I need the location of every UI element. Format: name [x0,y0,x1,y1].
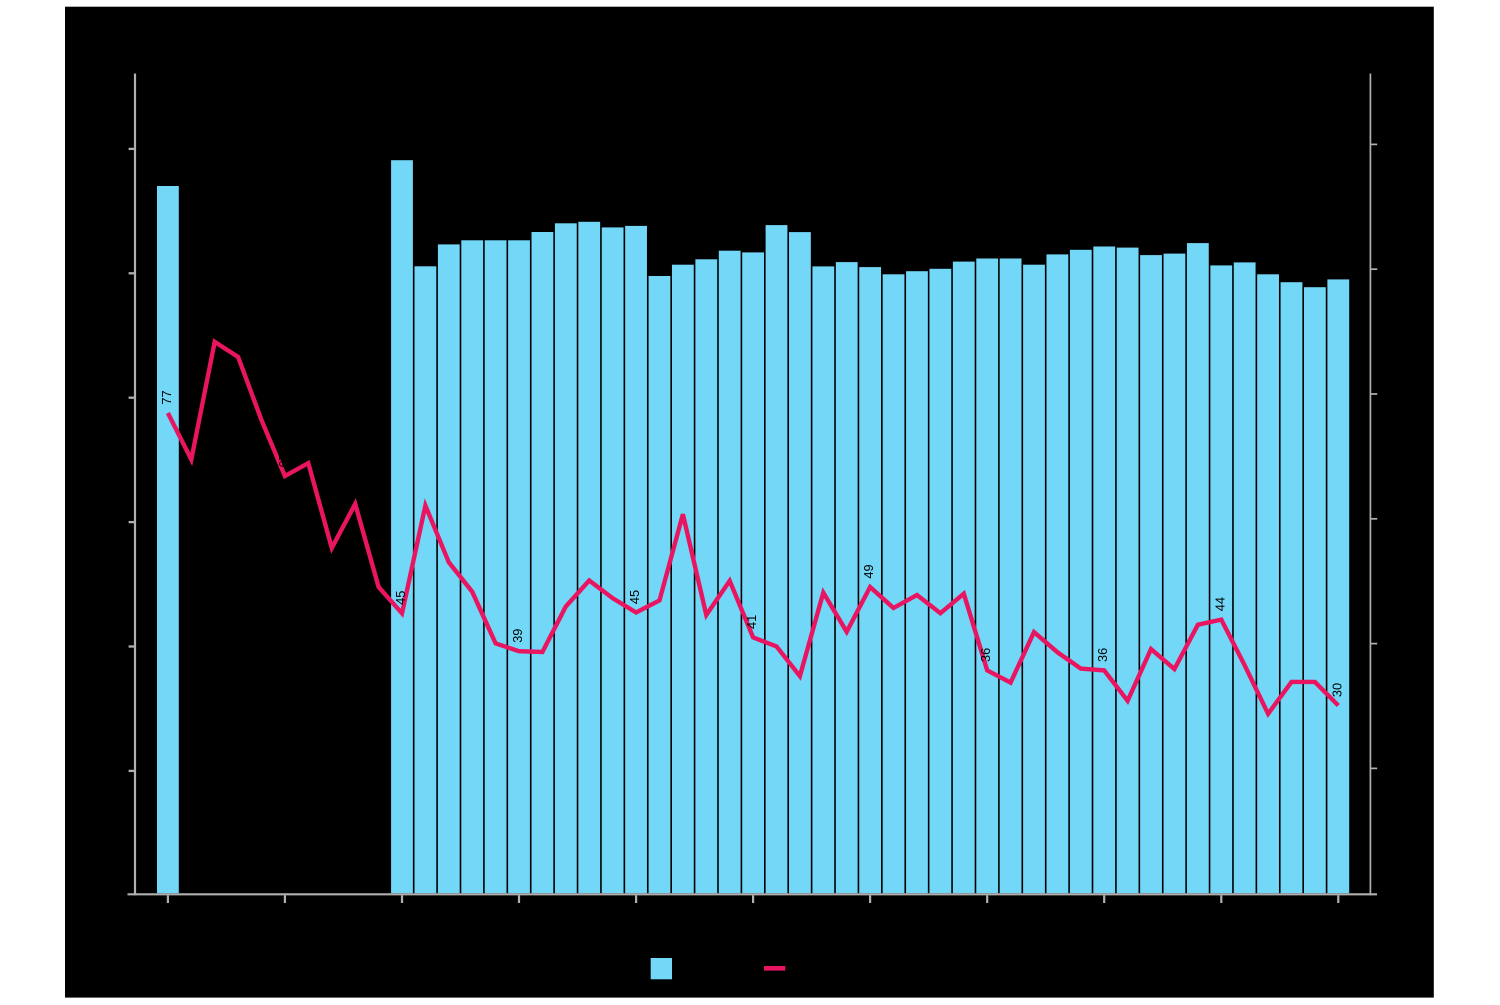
svg-text:36: 36 [1095,648,1110,662]
svg-text:45: 45 [627,590,642,604]
svg-text:44: 44 [1212,597,1227,611]
svg-text:39: 39 [510,629,525,643]
svg-text:36: 36 [978,648,993,662]
svg-text:30: 30 [1329,683,1344,697]
svg-text:77: 77 [159,390,174,404]
svg-text:49: 49 [861,564,876,578]
svg-text:45: 45 [393,591,408,605]
svg-text:67: 67 [276,453,291,467]
svg-text:41: 41 [744,615,759,629]
